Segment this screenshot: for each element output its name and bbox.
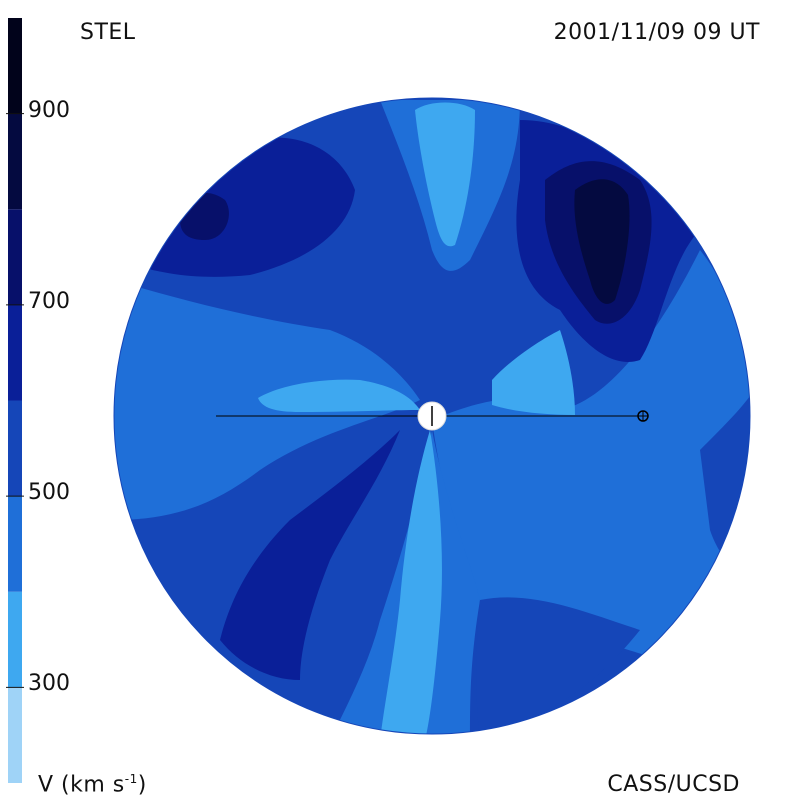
observatory-title: STEL <box>80 20 136 45</box>
region-west-inner <box>258 379 420 412</box>
colorbar-tick-label: 900 <box>28 97 70 123</box>
colorbar-segment <box>8 400 22 497</box>
colorbar-tick-label: 500 <box>28 480 70 506</box>
colorbar-segment <box>8 113 22 210</box>
region-southwest-dark <box>220 430 400 680</box>
credit-label: CASS/UCSD <box>607 772 740 797</box>
earth-marker <box>637 410 649 422</box>
region-upper-right-peak <box>574 179 630 304</box>
colorbar-label: V (km s-1) <box>38 772 147 798</box>
region-southeast-mid <box>476 597 640 734</box>
region-east-inner <box>492 330 575 415</box>
colorbar-segment <box>8 18 22 114</box>
timestamp-title: 2001/11/09 09 UT <box>553 20 760 45</box>
colorbar-tick-label: 300 <box>28 671 70 697</box>
colorbar-segment <box>8 591 22 688</box>
colorbar <box>6 18 24 783</box>
colorbar-tick-label: 700 <box>28 288 70 314</box>
colorbar-segment <box>8 304 22 401</box>
region-east-light <box>432 250 750 660</box>
colorbar-segment <box>8 209 22 305</box>
disk-outline <box>113 97 751 735</box>
region-north-stream <box>415 102 475 247</box>
region-upper-left-dark <box>120 137 355 277</box>
colorbar-segment <box>8 687 22 783</box>
region-south-stream <box>380 430 442 734</box>
colorbar-segment <box>8 496 22 592</box>
